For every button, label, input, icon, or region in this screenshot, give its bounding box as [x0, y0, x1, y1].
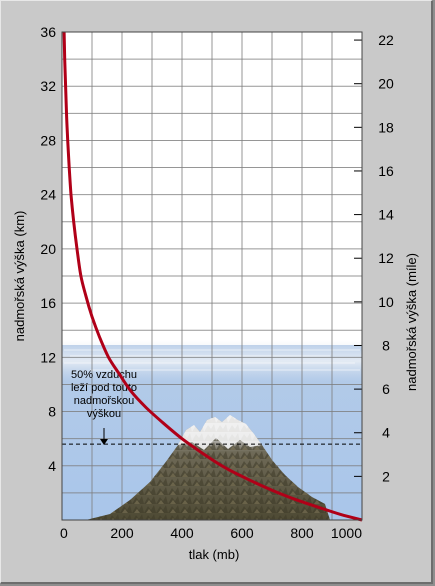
x-tick-label: 600: [230, 525, 254, 541]
y-tick-label-left: 4: [48, 458, 56, 474]
y-tick-label-right: 2: [382, 468, 390, 484]
x-axis-label: tlak (mb): [189, 547, 240, 562]
y-tick-label-left: 12: [40, 349, 56, 365]
y-tick-label-left: 8: [48, 404, 56, 420]
x-tick-label: 200: [110, 525, 134, 541]
right-axis-ticks: 2 4 6 8 10 12 14 16 18 20 22: [354, 32, 394, 484]
y-tick-label-right: 18: [378, 119, 394, 135]
y-tick-label-left: 32: [40, 78, 56, 94]
annotation-line-4: výškou: [87, 408, 121, 420]
annotation-line-3: nadmořskou: [74, 395, 135, 407]
mountain-illustration: [86, 415, 330, 520]
plot-border: [61, 31, 363, 521]
y-tick-label-right: 12: [378, 250, 394, 266]
y-axis-label-right: nadmořská výška (míle): [404, 253, 419, 391]
y-tick-label-right: 10: [378, 294, 394, 310]
y-tick-label-right: 14: [378, 207, 394, 223]
y-tick-label-left: 24: [40, 187, 56, 203]
pressure-curve: [62, 31, 363, 522]
x-axis-ticks: 0 200 400 600 800 1000: [60, 525, 362, 541]
y-axis-label-left: nadmořská výška (km): [12, 211, 27, 342]
left-axis-ticks: 4 8 12 16 20 24 28 32 36: [40, 24, 56, 474]
y-tick-label-right: 6: [382, 381, 390, 397]
y-tick-label-left: 16: [40, 295, 56, 311]
y-tick-label-left: 20: [40, 241, 56, 257]
x-tick-label: 1000: [331, 525, 362, 541]
x-tick-label: 800: [290, 525, 314, 541]
y-tick-label-right: 4: [382, 425, 390, 441]
annotation-line-2: leží pod touto: [71, 382, 137, 394]
y-tick-label-right: 16: [378, 163, 394, 179]
x-tick-label: 400: [170, 525, 194, 541]
y-tick-label-left: 28: [40, 132, 56, 148]
y-tick-label-right: 22: [378, 32, 394, 48]
annotation-line-1: 50% vzduchu: [71, 369, 137, 381]
y-tick-label-right: 8: [382, 337, 390, 353]
y-tick-label-left: 36: [40, 24, 56, 40]
x-tick-label: 0: [60, 525, 68, 541]
annotation-arrowhead: [100, 439, 108, 445]
y-tick-label-right: 20: [378, 76, 394, 92]
